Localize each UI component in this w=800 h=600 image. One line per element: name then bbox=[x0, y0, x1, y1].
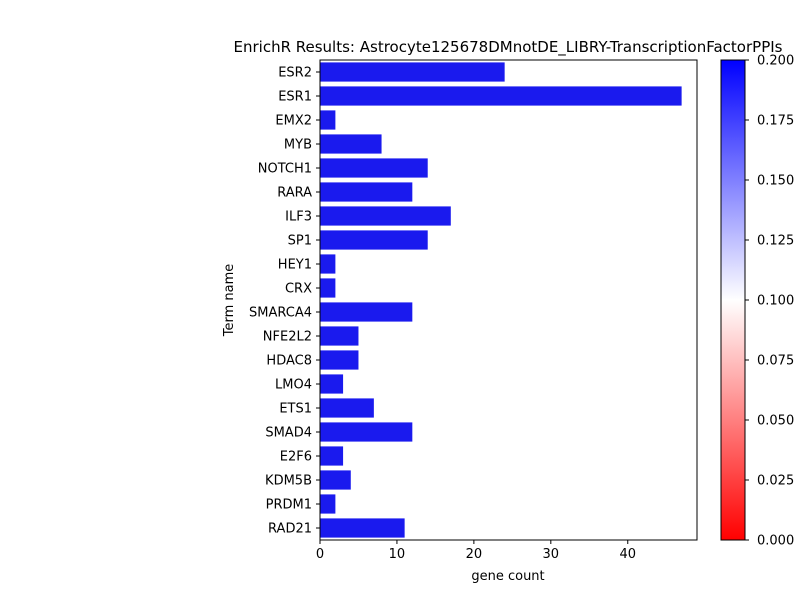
colorbar-tick-label: 0.150 bbox=[757, 174, 794, 189]
bar-myb bbox=[320, 134, 382, 154]
y-tick-label: HDAC8 bbox=[266, 354, 312, 369]
bar-prdm1 bbox=[320, 494, 336, 514]
y-tick-label: NFE2L2 bbox=[263, 330, 312, 345]
y-tick-label: SMAD4 bbox=[265, 426, 312, 441]
bar-kdm5b bbox=[320, 470, 351, 490]
bar-sp1 bbox=[320, 230, 428, 250]
y-tick-label: SMARCA4 bbox=[249, 306, 312, 321]
x-tick-label: 20 bbox=[466, 547, 483, 562]
colorbar-tick-label: 0.050 bbox=[757, 414, 794, 429]
chart-title: EnrichR Results: Astrocyte125678DMnotDE_… bbox=[234, 38, 783, 57]
y-tick-label: ESR2 bbox=[278, 66, 312, 81]
bar-hey1 bbox=[320, 254, 336, 274]
y-tick-label: NOTCH1 bbox=[258, 162, 312, 177]
y-tick-label: ETS1 bbox=[279, 402, 312, 417]
bar-e2f6 bbox=[320, 446, 344, 466]
colorbar-tick-label: 0.200 bbox=[757, 54, 794, 69]
colorbar-tick-label: 0.125 bbox=[757, 234, 794, 249]
y-tick-label: HEY1 bbox=[278, 258, 312, 273]
colorbar-ticks-group: 0.000 0.025 0.050 0.075 0.100 0.125 0.150 0.175… bbox=[745, 54, 794, 549]
bar-ilf3 bbox=[320, 206, 451, 226]
x-ticks-group: 0 10 20 30 40 bbox=[316, 540, 636, 562]
bars-group bbox=[320, 62, 682, 538]
x-tick-label: 0 bbox=[316, 547, 324, 562]
y-tick-label: CRX bbox=[285, 282, 312, 297]
y-tick-label: SP1 bbox=[288, 234, 312, 249]
plot-frame bbox=[319, 59, 698, 541]
bar-nfe2l2 bbox=[320, 326, 359, 346]
y-tick-label: ILF3 bbox=[285, 210, 312, 225]
y-tick-label: MYB bbox=[284, 138, 312, 153]
bar-rad21 bbox=[320, 518, 405, 538]
x-tick-label: 40 bbox=[619, 547, 636, 562]
y-tick-label: EMX2 bbox=[275, 114, 312, 129]
bar-smad4 bbox=[320, 422, 413, 442]
x-tick-label: 10 bbox=[389, 547, 406, 562]
y-tick-label: RAD21 bbox=[268, 522, 312, 537]
bar-ets1 bbox=[320, 398, 374, 418]
y-tick-label: RARA bbox=[277, 186, 312, 201]
y-tick-label: E2F6 bbox=[280, 450, 312, 465]
colorbar-tick-label: 0.100 bbox=[757, 294, 794, 309]
bar-notch1 bbox=[320, 158, 428, 178]
bar-esr2 bbox=[320, 62, 505, 82]
y-tick-label: LMO4 bbox=[275, 378, 312, 393]
y-tick-label: KDM5B bbox=[265, 474, 312, 489]
bar-esr1 bbox=[320, 86, 682, 106]
x-axis-label: gene count bbox=[471, 569, 544, 584]
y-tick-label: ESR1 bbox=[278, 90, 312, 105]
bar-rara bbox=[320, 182, 413, 202]
colorbar bbox=[720, 59, 746, 541]
y-tick-label: PRDM1 bbox=[266, 498, 312, 513]
bar-hdac8 bbox=[320, 350, 359, 370]
bar-lmo4 bbox=[320, 374, 344, 394]
colorbar-tick-label: 0.025 bbox=[757, 474, 794, 489]
colorbar-tick-label: 0.175 bbox=[757, 114, 794, 129]
x-tick-label: 30 bbox=[543, 547, 560, 562]
y-axis-label: Term name bbox=[222, 264, 237, 338]
colorbar-tick-label: 0.000 bbox=[757, 534, 794, 549]
bar-emx2 bbox=[320, 110, 336, 130]
y-ticks-group: ESR2 ESR1 EMX2 MYB NOTCH1 RARA ILF3 SP1 HEY1 CRX S… bbox=[249, 66, 320, 537]
bar-crx bbox=[320, 278, 336, 298]
colorbar-tick-label: 0.075 bbox=[757, 354, 794, 369]
bar-smarca4 bbox=[320, 302, 413, 322]
